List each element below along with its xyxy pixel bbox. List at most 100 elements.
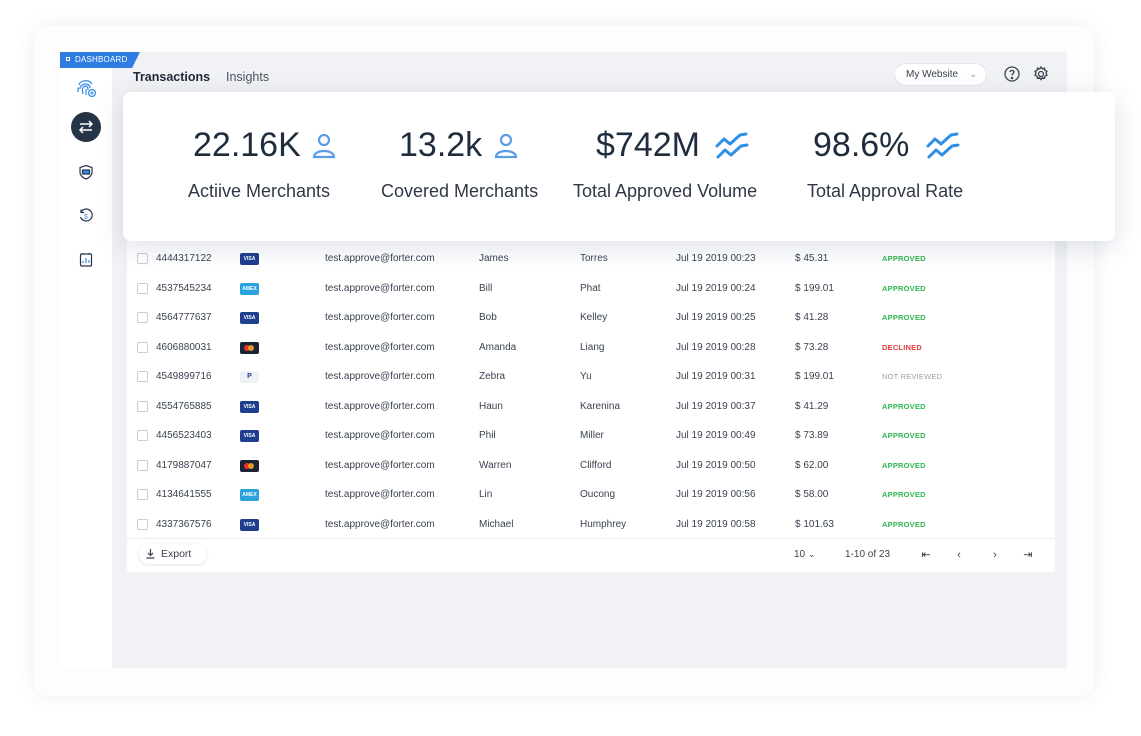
table-row[interactable]: 4606880031 test.approve@forter.com Amanda L… — [127, 332, 1055, 362]
cell-last-name: Kelley — [580, 312, 608, 323]
transactions-table: VISA 4444317122 test.approve@forter.com Jam… — [127, 241, 1055, 572]
sidebar-item-chargebacks[interactable]: $ — [72, 202, 100, 230]
row-checkbox[interactable] — [137, 253, 148, 264]
chevron-down-icon: ⌄ — [807, 549, 816, 559]
row-checkbox[interactable] — [137, 459, 148, 471]
last-page-icon[interactable]: ⇥ — [1023, 549, 1033, 561]
row-checkbox[interactable] — [137, 341, 148, 353]
table-row[interactable]: VISA 4337367576 test.approve@forter.com Mic… — [127, 509, 1055, 539]
user-icon — [312, 133, 336, 159]
table-row[interactable]: VISA 4554765885 test.approve@forter.com Hau… — [127, 391, 1055, 421]
cell-transaction-id: 4606880031 — [156, 341, 212, 353]
table-row[interactable]: VISA 4444317122 test.approve@forter.com Jam… — [127, 243, 1055, 273]
cell-date: Jul 19 2019 00:49 — [676, 430, 756, 441]
status-badge: APPROVED — [882, 313, 926, 322]
stat-value: 22.16K — [193, 126, 301, 164]
cell-email: test.approve@forter.com — [325, 518, 435, 530]
cell-first-name: Amanda — [479, 341, 517, 353]
stat-label: Total Approved Volume — [573, 181, 758, 201]
cell-first-name: Bob — [479, 312, 497, 323]
card-type-icon: VISA — [240, 430, 259, 442]
cell-email: test.approve@forter.com — [325, 489, 435, 500]
cell-amount: $ 199.01 — [795, 282, 834, 294]
cell-last-name: Oucong — [580, 489, 616, 500]
fingerprint-logo-icon[interactable] — [72, 74, 100, 102]
cell-last-name: Miller — [580, 430, 604, 441]
cell-first-name: Lin — [479, 489, 493, 500]
table-row[interactable]: AMEX 4134641555 test.approve@forter.com Lin… — [127, 479, 1055, 509]
cell-date: Jul 19 2019 00:58 — [676, 518, 756, 530]
cell-last-name: Liang — [580, 341, 605, 353]
table-row[interactable]: VISA 4456523403 test.approve@forter.com Phi… — [127, 420, 1055, 450]
card-type-icon — [240, 459, 259, 472]
status-badge: APPROVED — [882, 401, 926, 411]
stat-value: 13.2k — [399, 126, 483, 164]
cell-amount: $ 199.01 — [795, 371, 834, 382]
status-badge: APPROVED — [882, 431, 926, 440]
report-chart-icon — [79, 253, 93, 267]
row-checkbox[interactable] — [137, 312, 148, 323]
sidebar-item-reports[interactable] — [72, 246, 100, 274]
card-type-icon: VISA — [240, 253, 259, 265]
website-select[interactable]: My Website ⌄ — [894, 63, 987, 86]
cell-first-name: Zebra — [479, 371, 506, 382]
cell-transaction-id: 4444317122 — [156, 253, 212, 264]
cell-amount: $ 41.29 — [795, 400, 829, 412]
swap-arrows-icon — [78, 120, 94, 134]
trend-icon — [715, 132, 749, 159]
cell-date: Jul 19 2019 00:23 — [676, 253, 756, 264]
tab-transactions[interactable]: Transactions — [133, 70, 211, 84]
sidebar-item-transactions[interactable] — [71, 112, 101, 142]
card-type-icon: VISA — [240, 312, 259, 324]
cell-date: Jul 19 2019 00:24 — [676, 282, 756, 294]
table-row[interactable]: P 4549899716 test.approve@forter.com Zebra Y… — [127, 361, 1055, 391]
stat-label: Total Approval Rate — [807, 181, 964, 201]
stat-value: 98.6% — [813, 126, 910, 164]
table-row[interactable]: 4179887047 test.approve@forter.com Warren C… — [127, 450, 1055, 480]
cell-transaction-id: 4549899716 — [156, 371, 212, 382]
cell-amount: $ 45.31 — [795, 253, 829, 264]
cell-amount: $ 101.63 — [795, 518, 834, 530]
row-checkbox[interactable] — [137, 282, 148, 294]
cell-last-name: Clifford — [580, 459, 612, 471]
cell-transaction-id: 4564777637 — [156, 312, 212, 323]
status-badge: APPROVED — [882, 460, 926, 470]
row-checkbox[interactable] — [137, 430, 148, 441]
gear-icon[interactable] — [1032, 65, 1050, 83]
table-footer: Export 10 ⌄ 1-10 of 23 ⇤ ‹ › ⇥ — [127, 538, 1055, 572]
shield-card-icon — [79, 164, 93, 180]
card-type-icon: VISA — [240, 518, 259, 531]
cell-email: test.approve@forter.com — [325, 282, 435, 294]
dashboard-badge-label: DASHBOARD — [75, 55, 128, 64]
cell-email: test.approve@forter.com — [325, 312, 435, 323]
cell-amount: $ 58.00 — [795, 489, 829, 500]
prev-page-icon[interactable]: ‹ — [957, 549, 961, 561]
help-icon[interactable] — [1003, 65, 1021, 83]
cell-transaction-id: 4554765885 — [156, 400, 212, 412]
cell-transaction-id: 4134641555 — [156, 489, 212, 500]
status-badge: APPROVED — [882, 283, 926, 293]
row-checkbox[interactable] — [137, 400, 148, 412]
table-row[interactable]: AMEX 4537545234 test.approve@forter.com Bil… — [127, 273, 1055, 303]
cell-date: Jul 19 2019 00:37 — [676, 400, 756, 412]
row-checkbox[interactable] — [137, 518, 148, 530]
row-checkbox[interactable] — [137, 489, 148, 500]
next-page-icon[interactable]: › — [993, 549, 997, 561]
cell-date: Jul 19 2019 00:25 — [676, 312, 756, 323]
card-type-icon: AMEX — [240, 282, 259, 295]
export-button[interactable]: Export — [139, 544, 207, 564]
table-row[interactable]: VISA 4564777637 test.approve@forter.com Bob… — [127, 302, 1055, 332]
cell-transaction-id: 4179887047 — [156, 459, 212, 471]
card-type-icon: VISA — [240, 400, 259, 413]
cell-date: Jul 19 2019 00:31 — [676, 371, 756, 382]
row-checkbox[interactable] — [137, 371, 148, 382]
sidebar-item-protection[interactable] — [72, 158, 100, 186]
chevron-down-icon: ⌄ — [969, 69, 977, 79]
rows-per-page-select[interactable]: 10 ⌄ — [794, 549, 815, 560]
first-page-icon[interactable]: ⇤ — [921, 549, 931, 561]
stat-label: Actiive Merchants — [188, 181, 331, 201]
cell-first-name: Bill — [479, 282, 493, 294]
export-label: Export — [161, 548, 192, 560]
status-badge: APPROVED — [882, 490, 926, 499]
tab-insights[interactable]: Insights — [226, 70, 270, 84]
